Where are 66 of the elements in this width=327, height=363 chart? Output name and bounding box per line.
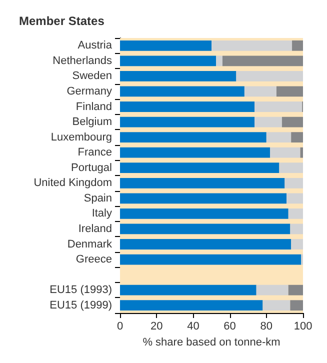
bar bbox=[120, 116, 255, 128]
bar bbox=[120, 86, 244, 97]
bar bbox=[279, 162, 303, 174]
bar bbox=[120, 254, 302, 265]
y-tick-label: Netherlands bbox=[52, 54, 112, 67]
bar bbox=[120, 56, 216, 66]
y-tick-label: Luxembourg bbox=[50, 131, 112, 144]
y-tick-label: Ireland bbox=[78, 222, 112, 235]
y-tick-label: Italy bbox=[92, 208, 112, 220]
bar bbox=[216, 56, 222, 66]
bar bbox=[212, 40, 292, 51]
bar bbox=[291, 239, 303, 250]
bar bbox=[291, 132, 303, 142]
bar bbox=[120, 193, 287, 204]
bar bbox=[300, 147, 303, 158]
bar bbox=[292, 40, 303, 51]
bar bbox=[288, 208, 303, 219]
bar bbox=[254, 116, 282, 128]
bar bbox=[276, 86, 303, 97]
y-tick-label: Belgium bbox=[72, 116, 112, 128]
y-tick-label: Finland bbox=[76, 100, 112, 113]
bar bbox=[256, 284, 288, 296]
x-tick-label: 40 bbox=[187, 320, 200, 332]
bar bbox=[120, 132, 266, 142]
y-tick-label: EU15 (1993) bbox=[50, 284, 112, 296]
bar bbox=[236, 71, 303, 82]
y-tick-label: France bbox=[78, 146, 112, 159]
bar bbox=[120, 162, 280, 174]
bar bbox=[120, 284, 256, 296]
bar bbox=[262, 300, 290, 311]
y-tick-label: Greece bbox=[76, 254, 112, 266]
bar bbox=[120, 147, 270, 158]
bar bbox=[288, 284, 303, 296]
bar bbox=[120, 178, 285, 188]
y-tick-label: Denmark bbox=[67, 238, 112, 250]
x-tick-label: 100 bbox=[294, 320, 312, 332]
y-tick-label: Sweden bbox=[72, 70, 112, 82]
bar bbox=[286, 193, 303, 204]
x-tick-label: 20 bbox=[150, 320, 163, 332]
x-axis-title: % share based on tonne-km bbox=[142, 336, 280, 348]
bar bbox=[120, 40, 212, 51]
y-tick-label: Germany bbox=[66, 85, 112, 98]
bar bbox=[120, 239, 292, 250]
bar bbox=[284, 178, 303, 188]
bar bbox=[266, 132, 292, 142]
x-tick-label: 80 bbox=[260, 320, 273, 332]
bar bbox=[120, 102, 255, 112]
y-tick-label: EU15 (1999) bbox=[50, 299, 112, 312]
bar bbox=[120, 208, 288, 219]
chart-title: Member States bbox=[19, 14, 105, 28]
x-tick-label: 60 bbox=[224, 320, 236, 332]
bar bbox=[120, 224, 290, 234]
bar bbox=[254, 102, 302, 112]
bar bbox=[120, 71, 236, 82]
y-tick-label: United Kingdom bbox=[34, 177, 112, 190]
y-tick-label: Austria bbox=[78, 40, 113, 52]
bar bbox=[290, 300, 303, 311]
bar bbox=[282, 116, 303, 128]
bar bbox=[290, 224, 303, 234]
bar bbox=[120, 300, 263, 311]
x-tick-label: 0 bbox=[116, 320, 124, 332]
bar bbox=[244, 86, 276, 97]
y-tick-label: Spain bbox=[84, 192, 112, 204]
y-tick-label: Portugal bbox=[71, 162, 112, 174]
bar bbox=[222, 56, 303, 66]
bar bbox=[270, 147, 300, 158]
